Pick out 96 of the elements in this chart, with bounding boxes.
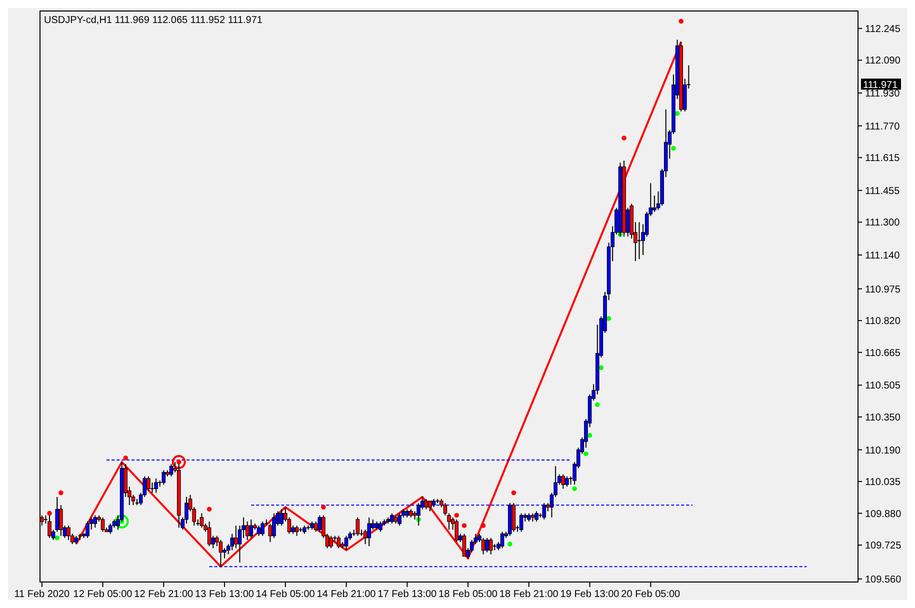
- candlestick: [561, 474, 566, 490]
- candlestick: [356, 516, 360, 536]
- candlestick: [367, 516, 371, 547]
- candlestick: [207, 521, 212, 547]
- candlestick: [234, 525, 238, 549]
- candlestick: [428, 500, 432, 512]
- point: [54, 536, 60, 540]
- y-tick-label: 109.880: [865, 508, 902, 520]
- y-tick-label: 111.300: [865, 218, 900, 229]
- candlestick: [59, 504, 63, 536]
- point: [671, 146, 676, 151]
- x-tick-label: 17 Feb 13:00: [378, 589, 438, 600]
- candlestick: [336, 535, 341, 549]
- point: [123, 456, 128, 460]
- candlestick: [245, 521, 250, 540]
- point: [206, 506, 212, 512]
- candlestick: [344, 535, 348, 551]
- point: [674, 111, 680, 116]
- candlestick: [100, 516, 105, 532]
- point: [47, 510, 52, 516]
- y-tick-label: 110.820: [865, 316, 901, 328]
- candlestick: [108, 523, 112, 534]
- y-tick-label: 111.770: [865, 121, 900, 132]
- candlestick: [488, 537, 493, 555]
- y-tick-label: 111.615: [865, 153, 900, 164]
- line-series: [75, 40, 682, 568]
- candlestick: [272, 512, 276, 538]
- candlestick: [314, 521, 318, 532]
- candlestick: [398, 512, 402, 526]
- candlestick: [154, 478, 158, 494]
- y-tick-label: 110.505: [865, 380, 901, 392]
- x-tick-label: 12 Feb 05:00: [73, 589, 133, 600]
- y-tick-label: 112.245: [865, 24, 901, 35]
- x-tick-label: 20 Feb 05:00: [621, 589, 681, 600]
- point: [606, 316, 612, 321]
- candlestick: [652, 195, 656, 212]
- candlestick: [256, 525, 261, 536]
- y-tick-label: 110.035: [865, 477, 901, 488]
- candlestick: [565, 476, 569, 488]
- candlestick: [318, 514, 322, 532]
- point: [58, 490, 64, 496]
- candlestick: [260, 521, 264, 536]
- candlestick: [249, 518, 254, 538]
- x-tick-label: 14 Feb 05:00: [256, 589, 316, 600]
- x-tick-label: 14 Feb 21:00: [316, 589, 376, 600]
- y-tick-label: 110.665: [865, 348, 901, 359]
- x-tick-label: 12 Feb 21:00: [134, 589, 194, 600]
- candlestick: [280, 508, 284, 526]
- candlestick: [150, 482, 154, 494]
- candlestick: [390, 512, 394, 524]
- point: [480, 523, 486, 528]
- point: [507, 542, 512, 546]
- point: [594, 402, 600, 408]
- candlestick: [86, 521, 90, 538]
- candlestick: [162, 470, 166, 486]
- y-tick-label: 111.140: [865, 250, 900, 262]
- point: [587, 433, 592, 438]
- candlestick: [519, 512, 524, 532]
- point: [678, 18, 684, 24]
- candlestick: [378, 521, 382, 532]
- candlestick: [200, 512, 204, 528]
- y-tick-label: 112.090: [865, 56, 901, 67]
- candlestick: [146, 476, 150, 492]
- candlestick: [485, 537, 489, 553]
- candlestick: [329, 535, 333, 549]
- candlestick: [481, 537, 486, 555]
- point: [622, 136, 626, 141]
- point: [572, 486, 577, 492]
- candlestick: [534, 510, 538, 522]
- candlestick: [169, 464, 174, 477]
- x-tick-label: 18 Feb 05:00: [438, 589, 498, 600]
- point: [511, 490, 516, 496]
- candlestick: [462, 533, 466, 557]
- y-tick-label: 109.560: [865, 574, 902, 586]
- point: [584, 451, 588, 456]
- y-tick-label: 111.930: [865, 88, 900, 100]
- y-tick-label: 110.190: [865, 445, 901, 456]
- y-tick-label: 110.350: [865, 412, 901, 424]
- point: [454, 512, 460, 518]
- candlestick: [93, 514, 98, 528]
- chart-title: USDJPY-cd,H1 111.969 112.065 111.952 111.971: [44, 15, 263, 26]
- x-tick-label: 11 Feb 2020: [14, 589, 70, 600]
- candlestick: [66, 525, 70, 540]
- x-tick-label: 13 Feb 13:00: [195, 589, 254, 600]
- point: [321, 504, 326, 510]
- candlestick: [294, 525, 299, 536]
- candlestick: [454, 518, 459, 543]
- x-tick-label: 18 Feb 21:00: [499, 589, 559, 600]
- y-tick-label: 111.455: [865, 186, 900, 197]
- y-tick-label: 110.975: [865, 284, 901, 296]
- point: [462, 523, 467, 528]
- candlestick: [500, 531, 504, 549]
- y-tick-label: 109.725: [865, 540, 902, 552]
- candlestick: [637, 222, 642, 260]
- x-tick-label: 19 Feb 13:00: [560, 589, 620, 600]
- candlestick: [424, 498, 428, 510]
